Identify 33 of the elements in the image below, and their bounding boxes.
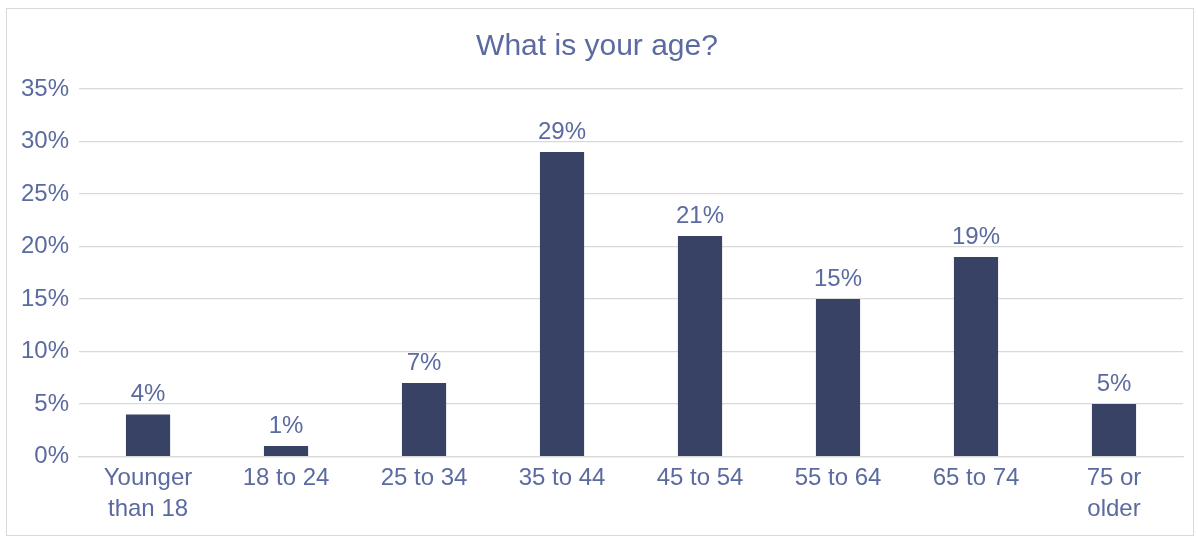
bar [263, 446, 309, 456]
data-label: 5% [1096, 368, 1132, 396]
bar [1091, 404, 1137, 456]
x-tick-label: 75 or older [1086, 462, 1142, 522]
data-label: 21% [675, 200, 725, 228]
data-label: 15% [813, 263, 863, 291]
y-tick-label: 35% [20, 73, 70, 101]
x-tick-label: 45 to 54 [656, 462, 744, 490]
x-tick-label: 25 to 34 [380, 462, 468, 490]
y-tick-label: 10% [20, 336, 70, 364]
bar [401, 383, 447, 456]
y-tick-label: 30% [20, 126, 70, 154]
x-tick-label: Younger than 18 [103, 462, 193, 522]
y-tick-label: 5% [34, 388, 70, 416]
bar [125, 414, 171, 456]
y-tick-label: 20% [20, 231, 70, 259]
x-tick-label: 35 to 44 [518, 462, 606, 490]
bar [815, 299, 861, 456]
x-tick-label: 55 to 64 [794, 462, 882, 490]
y-tick-label: 15% [20, 283, 70, 311]
bar [677, 236, 723, 456]
y-tick-label: 0% [34, 441, 70, 469]
data-label: 29% [538, 116, 587, 144]
x-tick-label: 65 to 74 [932, 462, 1020, 490]
chart-title: What is your age? [476, 28, 718, 62]
bar [953, 257, 999, 456]
y-tick-label: 25% [20, 178, 70, 206]
x-tick-label: 18 to 24 [242, 462, 330, 490]
data-label: 7% [406, 347, 442, 375]
data-label: 19% [951, 221, 1001, 249]
data-label: 4% [130, 379, 166, 407]
data-label: 1% [268, 410, 304, 438]
bar [539, 152, 585, 456]
